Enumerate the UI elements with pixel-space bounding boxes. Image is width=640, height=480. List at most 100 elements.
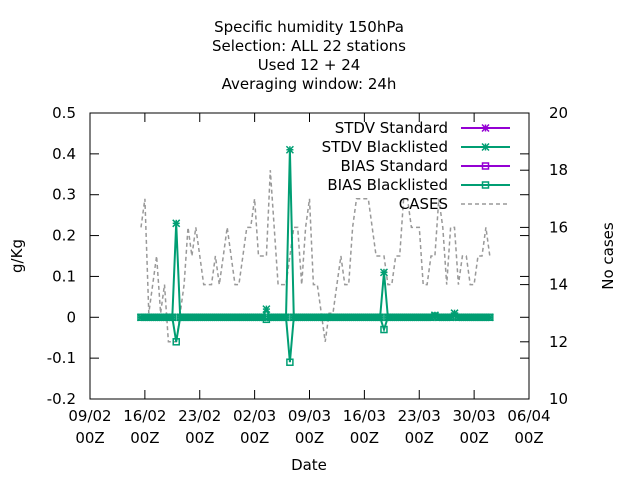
point-bias-blacklisted bbox=[227, 313, 235, 322]
point-bias-blacklisted bbox=[478, 313, 486, 322]
point-bias-blacklisted bbox=[486, 313, 494, 322]
legend-label: BIAS Blacklisted bbox=[327, 176, 448, 194]
point-bias-blacklisted bbox=[184, 313, 192, 322]
point-bias-blacklisted bbox=[164, 313, 173, 322]
point-bias-blacklisted bbox=[246, 313, 255, 322]
x-tick-label-date: 30/03 bbox=[453, 407, 496, 425]
point-bias-blacklisted bbox=[207, 313, 216, 322]
point-bias-blacklisted bbox=[262, 315, 271, 324]
point-bias-blacklisted bbox=[270, 313, 278, 322]
x-tick-label-date: 02/03 bbox=[233, 407, 276, 425]
point-bias-blacklisted bbox=[352, 313, 361, 322]
point-bias-blacklisted bbox=[231, 313, 239, 322]
y2-tick-label: 12 bbox=[549, 333, 568, 351]
point-bias-blacklisted bbox=[305, 313, 314, 322]
point-bias-blacklisted bbox=[278, 313, 286, 322]
point-bias-blacklisted bbox=[180, 313, 188, 322]
point-bias-blacklisted bbox=[243, 313, 251, 322]
x-tick-label-date: 09/03 bbox=[288, 407, 331, 425]
y-axis-ticks: -0.2 -0.1 0 0.1 0.2 0.3 0.4 0.5 bbox=[47, 104, 529, 408]
point-stdv-blacklisted bbox=[262, 305, 271, 314]
point-bias-blacklisted bbox=[427, 313, 435, 322]
point-bias-blacklisted bbox=[407, 313, 416, 322]
point-bias-blacklisted bbox=[297, 313, 306, 322]
point-bias-blacklisted bbox=[431, 312, 439, 320]
point-bias-blacklisted bbox=[203, 313, 212, 322]
point-bias-blacklisted bbox=[470, 313, 478, 322]
point-bias-blacklisted bbox=[156, 313, 165, 322]
point-bias-blacklisted bbox=[188, 313, 196, 322]
x-tick-label-hour: 00Z bbox=[459, 429, 488, 447]
point-bias-blacklisted bbox=[250, 313, 259, 322]
legend-label: CASES bbox=[399, 195, 448, 213]
point-bias-blacklisted bbox=[454, 313, 463, 322]
x-tick-label-hour: 00Z bbox=[185, 429, 214, 447]
title-line: Specific humidity 150hPa bbox=[214, 18, 404, 36]
y-tick-label: 0.4 bbox=[52, 145, 76, 163]
point-bias-blacklisted bbox=[152, 313, 161, 322]
point-bias-blacklisted bbox=[391, 313, 400, 322]
y2-tick-label: 16 bbox=[549, 218, 568, 236]
point-bias-blacklisted bbox=[435, 313, 443, 322]
point-bias-blacklisted bbox=[321, 313, 329, 322]
point-bias-blacklisted bbox=[442, 313, 451, 322]
series-lines bbox=[136, 145, 494, 366]
legend-label: BIAS Standard bbox=[340, 157, 448, 175]
x-tick-label-hour: 00Z bbox=[295, 429, 324, 447]
point-bias-blacklisted bbox=[325, 313, 333, 322]
y-tick-label: -0.2 bbox=[47, 390, 76, 408]
point-bias-blacklisted bbox=[399, 313, 408, 322]
point-bias-blacklisted bbox=[380, 325, 388, 334]
point-bias-blacklisted bbox=[148, 313, 157, 322]
point-stdv-blacklisted bbox=[285, 145, 294, 154]
point-bias-blacklisted bbox=[415, 313, 423, 322]
point-bias-blacklisted bbox=[356, 313, 365, 322]
point-bias-blacklisted bbox=[176, 313, 184, 322]
x-tick-label-hour: 00Z bbox=[240, 429, 269, 447]
plot-frame bbox=[89, 112, 530, 400]
point-bias-blacklisted bbox=[439, 313, 447, 322]
point-bias-blacklisted bbox=[196, 313, 204, 322]
point-bias-blacklisted bbox=[290, 313, 298, 322]
point-bias-blacklisted bbox=[372, 313, 380, 322]
legend-marker bbox=[481, 142, 490, 152]
title-line: Averaging window: 24h bbox=[222, 75, 397, 93]
x-tick-label-date: 23/02 bbox=[178, 407, 221, 425]
legend-label: STDV Standard bbox=[335, 119, 448, 137]
point-bias-blacklisted bbox=[192, 313, 200, 322]
point-bias-blacklisted bbox=[344, 313, 353, 322]
y2-tick-label: 14 bbox=[549, 276, 568, 294]
point-bias-blacklisted bbox=[364, 313, 373, 322]
point-bias-blacklisted bbox=[301, 313, 310, 322]
point-bias-blacklisted bbox=[317, 313, 326, 322]
point-bias-blacklisted bbox=[403, 313, 412, 322]
point-bias-blacklisted bbox=[274, 313, 282, 322]
point-bias-blacklisted bbox=[423, 313, 431, 322]
x-tick-label-hour: 00Z bbox=[514, 429, 543, 447]
y-tick-label: 0.2 bbox=[52, 227, 76, 245]
point-bias-blacklisted bbox=[172, 338, 180, 346]
x-axis-ticks: 09/02 00Z 16/02 00Z 23/02 00Z 02/03 00Z 09/03 00Z… bbox=[68, 113, 551, 447]
point-bias-blacklisted bbox=[160, 313, 169, 322]
point-bias-blacklisted bbox=[258, 313, 267, 322]
x-axis-label: Date bbox=[291, 456, 327, 474]
x-tick-label-hour: 00Z bbox=[350, 429, 379, 447]
point-bias-blacklisted bbox=[293, 313, 302, 322]
point-bias-blacklisted bbox=[137, 313, 145, 322]
series-line-cases bbox=[140, 170, 491, 343]
point-bias-blacklisted bbox=[450, 312, 459, 320]
y2-axis-label: No cases bbox=[599, 222, 617, 290]
point-bias-blacklisted bbox=[168, 313, 177, 322]
point-bias-blacklisted bbox=[329, 313, 337, 322]
y2-tick-label: 10 bbox=[549, 390, 568, 408]
x-tick-label-date: 09/02 bbox=[68, 407, 111, 425]
point-bias-blacklisted bbox=[309, 313, 318, 322]
y-tick-label: 0.1 bbox=[52, 267, 76, 285]
point-bias-blacklisted bbox=[360, 313, 369, 322]
x-tick-label-date: 06/04 bbox=[507, 407, 550, 425]
y2-tick-label: 20 bbox=[549, 104, 568, 122]
x-tick-label-hour: 00Z bbox=[405, 429, 434, 447]
